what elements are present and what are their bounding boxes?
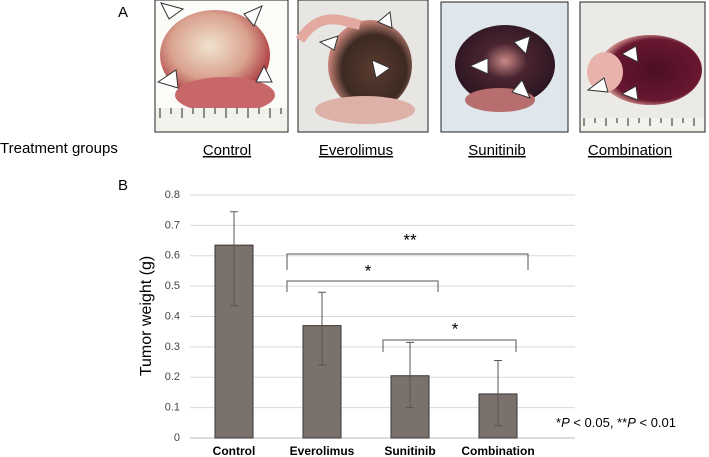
group-label: Sunitinib — [468, 142, 526, 159]
footnote-part: < 0.01 — [636, 415, 676, 430]
photo — [295, 0, 429, 133]
error-bar — [230, 245, 238, 307]
footnote-part: < 0.05, ** — [570, 415, 627, 430]
x-tick-label: Combination — [461, 444, 534, 457]
y-tick-label: 0.1 — [165, 402, 180, 414]
error-bar — [230, 211, 238, 246]
y-axis-label: Tumor weight (g) — [138, 256, 155, 376]
x-tick-label: Sunitinib — [384, 444, 435, 457]
footnote: *P < 0.05, **P < 0.01 — [556, 415, 676, 430]
photo — [579, 1, 706, 133]
error-bar — [406, 341, 414, 376]
y-tick-label: 0 — [174, 432, 180, 444]
photo — [440, 1, 569, 133]
footnote-part: * — [556, 415, 561, 430]
y-tick-label: 0.3 — [165, 341, 180, 353]
error-bar — [318, 291, 326, 326]
group-label: Control — [203, 142, 251, 159]
error-bar — [494, 360, 502, 394]
photo — [154, 0, 289, 133]
plot: 0 0.1 0.2 0.3 0.4 0.5 0.6 0.7 0.8 Control Everolim… — [165, 189, 575, 457]
error-bar — [406, 375, 414, 409]
group-label: Combination — [588, 142, 672, 159]
bracket — [286, 280, 439, 292]
footnote-part: P — [561, 415, 570, 430]
row-label: Treatment groups — [0, 140, 118, 157]
y-tick-label: 0.6 — [165, 250, 180, 262]
error-bar — [318, 325, 326, 366]
panel-letter: B — [118, 177, 128, 194]
panel-letter: A — [118, 4, 128, 21]
x-tick-label: Everolimus — [290, 444, 355, 457]
bracket — [286, 253, 529, 270]
y-tick-label: 0.8 — [165, 189, 180, 201]
y-tick-label: 0.2 — [165, 371, 180, 383]
y-tick-label: 0.5 — [165, 280, 180, 292]
bracket — [382, 339, 517, 352]
error-bar — [494, 393, 502, 427]
significance: * — [452, 319, 459, 338]
x-tick-label: Control — [213, 444, 256, 457]
y-tick-label: 0.4 — [165, 310, 180, 322]
group-label: Everolimus — [319, 142, 393, 159]
significance: ** — [403, 230, 417, 249]
y-tick-label: 0.7 — [165, 219, 180, 231]
footnote-part: P — [627, 415, 636, 430]
significance: * — [365, 261, 372, 280]
